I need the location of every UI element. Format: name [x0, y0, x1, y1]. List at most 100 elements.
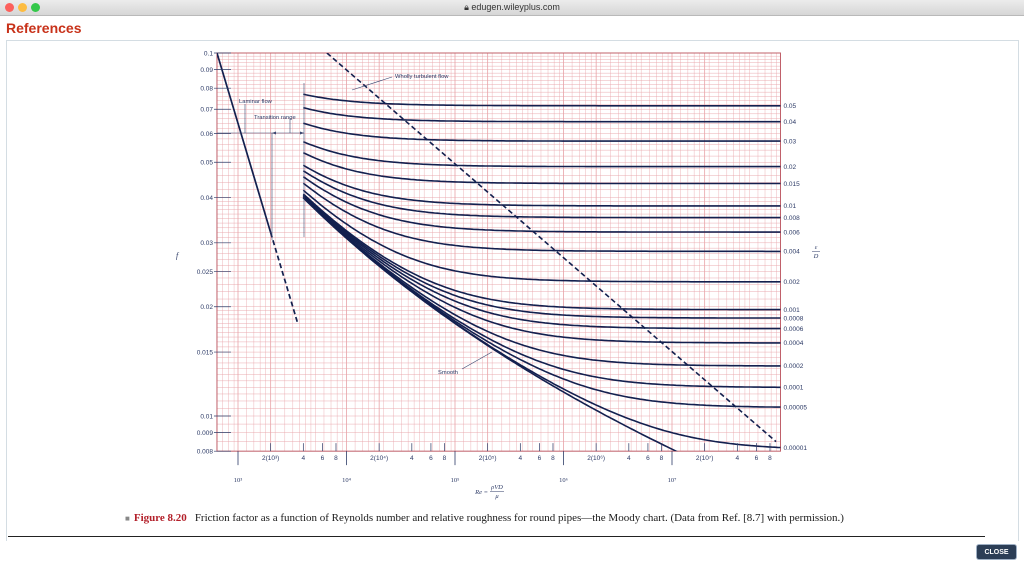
window-minimize-button[interactable] [18, 3, 27, 12]
right-axis-label-denominator: D [813, 253, 819, 260]
roughness-curve [303, 122, 781, 142]
x-axis-label-denominator: μ [495, 493, 499, 500]
x-major-tick-label: 10⁴ [342, 477, 352, 484]
url-bar[interactable]: 🔒︎ edugen.wileyplus.com [0, 2, 1024, 13]
roughness-curve [302, 194, 781, 330]
y-tick-label: 0.1 [204, 50, 213, 57]
y-tick-label: 0.08 [200, 85, 213, 92]
x-tick-label: 2(10⁷) [696, 455, 714, 462]
right-axis-label-numerator: ε [815, 244, 818, 251]
url-text: edugen.wileyplus.com [471, 2, 560, 12]
roughness-curve [302, 140, 781, 168]
wholly-turbulent-label: Wholly turbulent flow [395, 74, 449, 80]
browser-titlebar: 🔒︎ edugen.wileyplus.com [0, 0, 1024, 16]
x-major-tick-label: 10³ [234, 477, 243, 484]
roughness-label: 0.0001 [784, 385, 804, 392]
x-tick-label: 4 [519, 455, 523, 462]
roughness-label: 0.04 [784, 119, 797, 126]
roughness-curve [302, 195, 781, 344]
roughness-label: 0.05 [784, 103, 797, 110]
roughness-curve [302, 197, 781, 408]
roughness-curve [302, 151, 781, 185]
figure-label: Figure 8.20 [133, 512, 187, 524]
roughness-label: 0.006 [784, 229, 801, 236]
window-close-button[interactable] [5, 3, 14, 12]
y-tick-label: 0.025 [197, 269, 214, 276]
smooth-label: Smooth [438, 370, 458, 376]
y-tick-label: 0.04 [200, 195, 213, 202]
y-tick-label: 0.01 [200, 413, 213, 420]
x-tick-label: 4 [627, 455, 631, 462]
roughness-label: 0.004 [784, 249, 801, 256]
roughness-curve [302, 182, 781, 253]
x-tick-label: 8 [551, 455, 555, 462]
divider [8, 536, 985, 537]
close-button[interactable]: CLOSE [977, 545, 1016, 559]
roughness-label: 0.001 [784, 307, 801, 314]
y-tick-label: 0.009 [197, 430, 214, 437]
y-tick-label: 0.09 [200, 67, 213, 74]
figure-caption: ■ Figure 8.20 Friction factor as a functio… [125, 512, 844, 524]
y-tick-label: 0.06 [200, 131, 213, 138]
lock-icon: 🔒︎ [464, 2, 469, 12]
laminar-flow-label: Laminar flow [239, 99, 273, 105]
roughness-label: 0.02 [784, 164, 797, 171]
x-tick-label: 2(10⁵) [479, 455, 497, 462]
y-tick-label: 0.008 [197, 448, 214, 455]
caption-marker: ■ [125, 514, 130, 523]
x-tick-label: 4 [410, 455, 414, 462]
x-tick-label: 4 [302, 455, 306, 462]
x-major-tick-label: 10⁵ [451, 477, 460, 484]
x-tick-label: 2(10⁶) [587, 455, 605, 462]
roughness-curve [302, 196, 781, 367]
roughness-curve [302, 170, 781, 219]
figure-panel [6, 40, 1019, 541]
x-tick-label: 4 [736, 455, 740, 462]
x-tick-label: 6 [429, 455, 433, 462]
roughness-label: 0.00001 [784, 445, 808, 452]
x-major-tick-label: 10⁶ [559, 477, 568, 484]
roughness-label: 0.0008 [784, 315, 804, 322]
x-tick-label: 8 [443, 455, 447, 462]
x-axis-label-numerator: ρVD [490, 484, 503, 491]
roughness-curve [302, 176, 781, 233]
roughness-label: 0.03 [784, 138, 797, 145]
roughness-curve [302, 164, 781, 207]
x-tick-label: 6 [646, 455, 650, 462]
x-axis-label-lhs: Re = [474, 489, 488, 496]
smooth-leader [461, 351, 493, 370]
x-major-tick-label: 10⁷ [668, 477, 677, 484]
y-tick-label: 0.03 [200, 240, 213, 247]
roughness-label: 0.00005 [784, 404, 808, 411]
laminar-dashed-line [269, 232, 299, 325]
transition-range-label: Transition range [254, 115, 296, 121]
window-zoom-button[interactable] [31, 3, 40, 12]
laminar-line [216, 53, 272, 233]
smooth-pipe-curve [302, 197, 678, 452]
roughness-label: 0.01 [784, 203, 797, 210]
roughness-label: 0.0004 [784, 340, 804, 347]
x-tick-label: 8 [768, 455, 772, 462]
x-tick-label: 8 [334, 455, 338, 462]
roughness-curve [303, 106, 781, 123]
x-tick-label: 8 [660, 455, 664, 462]
y-axis-label: f [176, 251, 180, 260]
roughness-label: 0.002 [784, 279, 801, 286]
chart-annotations: Laminar flow Transition range Wholly turbu… [216, 74, 493, 376]
x-tick-label: 6 [755, 455, 759, 462]
y-tick-label: 0.07 [200, 107, 213, 114]
chart-curves [216, 53, 781, 452]
roughness-curve [303, 93, 781, 107]
roughness-label: 0.0002 [784, 363, 804, 370]
roughness-curve [302, 194, 781, 319]
x-tick-label: 6 [321, 455, 325, 462]
x-tick-label: 6 [538, 455, 542, 462]
x-tick-label: 2(10³) [262, 455, 279, 462]
page-title: References [6, 20, 82, 36]
dimension-arrows [272, 131, 304, 135]
roughness-label: 0.015 [784, 181, 801, 188]
x-tick-label: 2(10⁴) [370, 455, 388, 462]
y-tick-label: 0.05 [200, 160, 213, 167]
roughness-curve [302, 189, 781, 283]
